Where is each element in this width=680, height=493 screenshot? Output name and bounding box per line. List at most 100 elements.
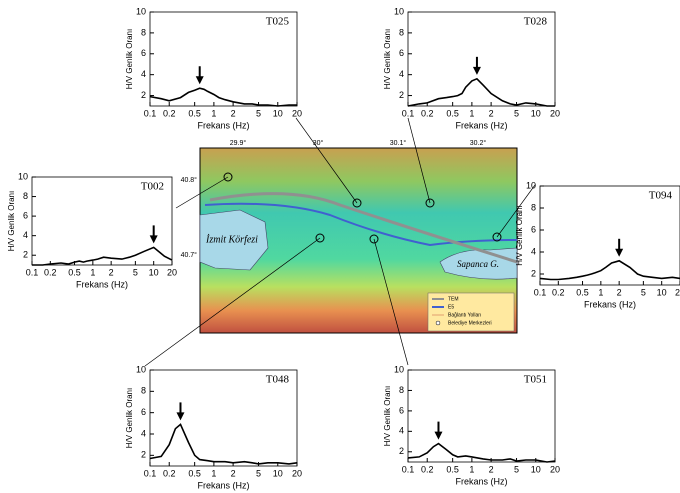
y-axis-label: H/V Genlik Oranı: [125, 29, 134, 89]
line: [150, 424, 297, 464]
y-tick-label: 8: [141, 27, 146, 37]
legend-entry: Bağlantı Yolları: [448, 312, 481, 318]
x-axis-label: Frekans (Hz): [76, 279, 128, 289]
y-axis-label: H/V Genlik Oranı: [515, 205, 524, 265]
chart-title: T051: [524, 374, 547, 386]
x-tick-label: 1: [469, 464, 474, 474]
x-tick-label: 20: [550, 464, 560, 474]
map: TEM E5 Bağlantı Yolları Belediye Merkezl…: [181, 139, 517, 333]
chart-title: T094: [649, 190, 673, 202]
x-tick-label: 5: [256, 108, 261, 118]
x-tick-label: 0.2: [163, 108, 176, 118]
legend-entry: TEM: [448, 296, 459, 302]
x-tick-label: 1: [469, 108, 474, 118]
x-tick-label: 2: [109, 267, 114, 277]
y-tick-label: 10: [136, 364, 146, 374]
y-tick-label: 2: [531, 268, 536, 278]
x-tick-label: 0.2: [421, 464, 434, 474]
legend-entry: E5: [448, 304, 454, 310]
x-tick-label: 1: [598, 287, 603, 297]
legend-swatch: [436, 321, 440, 325]
x-tick-label: 20: [550, 108, 560, 118]
peak-arrow-head: [434, 432, 442, 440]
y-axis-label: H/V Genlik Oranı: [7, 191, 16, 251]
peak-arrow-head: [150, 235, 158, 243]
x-tick-label: 2: [489, 108, 494, 118]
y-tick-label: 8: [141, 386, 146, 396]
y-tick-label: 6: [399, 48, 404, 58]
x-axis-label: Frekans (Hz): [584, 299, 636, 309]
x-tick-label: 20: [675, 287, 680, 297]
y-tick-label: 6: [531, 224, 536, 234]
x-tick-label: 0.2: [163, 468, 176, 478]
y-tick-label: 8: [399, 27, 404, 37]
x-tick-label: 0.1: [26, 267, 39, 277]
line: [540, 261, 680, 280]
x-tick-label: 0.1: [144, 468, 157, 478]
y-tick-label: 10: [526, 180, 536, 190]
x-tick-label: 0.5: [446, 464, 459, 474]
peak-arrow-head: [196, 76, 204, 84]
line: [408, 444, 555, 462]
y-tick-label: 2: [23, 250, 28, 260]
y-tick-label: 10: [136, 6, 146, 16]
x-tick-label: 5: [514, 108, 519, 118]
y-tick-label: 8: [23, 191, 28, 201]
line: [150, 88, 297, 106]
x-axis-label: Frekans (Hz): [197, 480, 249, 490]
peak-arrow-head: [176, 412, 184, 420]
y-tick-label: 10: [18, 171, 28, 181]
x-tick-label: 0.5: [446, 108, 459, 118]
x-tick-label: 10: [531, 464, 541, 474]
chart-title: T048: [266, 374, 290, 386]
y-tick-label: 10: [394, 6, 404, 16]
chart-title: T002: [141, 181, 164, 193]
x-tick-label: 2: [489, 464, 494, 474]
x-tick-label: 0.5: [576, 287, 589, 297]
x-tick-label: 0.1: [534, 287, 547, 297]
y-tick-label: 4: [141, 428, 146, 438]
lon-label: 29.9°: [230, 139, 247, 147]
x-tick-label: 0.2: [44, 267, 57, 277]
y-tick-label: 2: [399, 90, 404, 100]
peak-arrow-head: [615, 249, 623, 257]
x-tick-label: 0.2: [552, 287, 565, 297]
y-tick-label: 4: [531, 246, 536, 256]
x-tick-label: 10: [273, 468, 283, 478]
y-tick-label: 8: [399, 385, 404, 395]
y-tick-label: 2: [399, 446, 404, 456]
y-tick-label: 6: [141, 407, 146, 417]
y-tick-label: 6: [141, 48, 146, 58]
x-tick-label: 5: [256, 468, 261, 478]
y-tick-label: 4: [23, 230, 28, 240]
line: [32, 247, 172, 265]
lon-label: 30.1°: [390, 139, 407, 147]
x-tick-label: 10: [149, 267, 159, 277]
lat-label: 40.7°: [181, 251, 198, 259]
x-tick-label: 0.5: [68, 267, 81, 277]
lon-label: 30°: [313, 139, 324, 147]
x-tick-label: 1: [211, 108, 216, 118]
chart-title: T025: [266, 16, 290, 28]
x-tick-label: 1: [211, 468, 216, 478]
x-tick-label: 20: [292, 468, 302, 478]
x-tick-label: 10: [273, 108, 283, 118]
x-tick-label: 20: [167, 267, 177, 277]
water-label: Sapanca G.: [457, 259, 499, 269]
figure: TEM E5 Bağlantı Yolları Belediye Merkezl…: [0, 0, 680, 493]
line: [408, 79, 555, 106]
x-tick-label: 0.1: [402, 108, 415, 118]
y-tick-label: 2: [141, 90, 146, 100]
y-tick-label: 6: [399, 405, 404, 415]
x-axis-label: Frekans (Hz): [455, 476, 507, 486]
x-tick-label: 5: [641, 287, 646, 297]
x-tick-label: 5: [133, 267, 138, 277]
x-tick-label: 2: [231, 108, 236, 118]
chart-title: T028: [524, 16, 548, 28]
y-tick-label: 2: [141, 450, 146, 460]
x-tick-label: 5: [514, 464, 519, 474]
